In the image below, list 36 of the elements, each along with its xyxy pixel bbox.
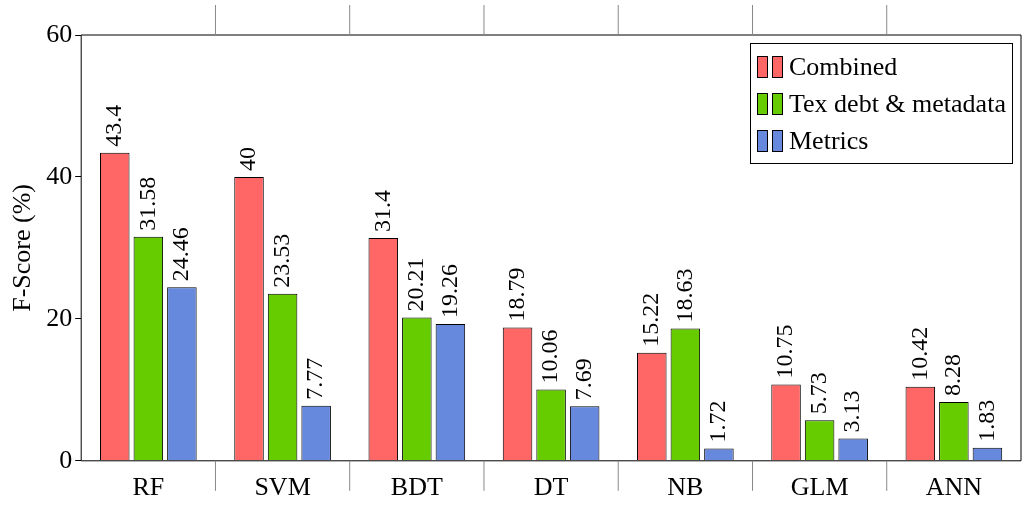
data-label: 18.79	[502, 267, 529, 322]
x-tick-label: DT	[533, 472, 569, 502]
data-label: 19.26	[435, 264, 462, 319]
data-label: 18.63	[670, 268, 697, 323]
data-label: 20.21	[402, 257, 429, 312]
x-tick-label: RF	[132, 472, 165, 502]
data-label: 10.42	[905, 326, 932, 381]
data-label: 10.06	[536, 329, 563, 384]
data-label: 7.77	[301, 357, 328, 400]
y-axis-title: F-Score (%)	[7, 184, 37, 312]
data-label: 24.46	[167, 227, 194, 282]
data-label: 5.73	[804, 372, 831, 415]
data-label: 31.58	[133, 176, 160, 231]
data-label: 10.75	[771, 324, 798, 379]
x-tick-label: BDT	[390, 472, 443, 502]
y-tick-label: 20	[46, 302, 73, 332]
x-tick-label: SVM	[254, 472, 311, 502]
legend-label: Metrics	[789, 125, 870, 157]
data-label: 40	[234, 146, 261, 171]
x-tick-label: NB	[667, 472, 704, 502]
data-label: 1.83	[972, 399, 999, 442]
legend-label: Tex debt & metadata	[789, 88, 1006, 120]
data-label: 31.4	[368, 189, 395, 232]
data-label: 7.69	[569, 358, 596, 401]
x-tick-label: GLM	[790, 472, 849, 502]
y-tick-label: 0	[59, 444, 73, 474]
data-label: 15.22	[637, 292, 664, 347]
data-label: 23.53	[267, 233, 294, 288]
legend-label: Combined	[789, 51, 899, 83]
y-tick-label: 60	[46, 18, 73, 48]
data-label: 3.13	[838, 390, 865, 433]
data-label: 43.4	[100, 104, 127, 147]
y-tick-label: 40	[46, 160, 73, 190]
data-label: 8.28	[939, 354, 966, 397]
x-tick-label: ANN	[925, 472, 983, 502]
data-label: 1.72	[704, 400, 731, 443]
